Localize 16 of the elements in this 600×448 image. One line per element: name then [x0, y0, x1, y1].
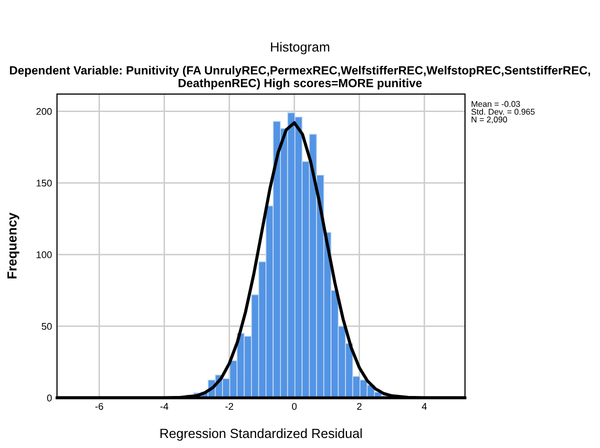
y-tick-label: 50 — [42, 322, 52, 330]
x-tick-label: 0 — [292, 402, 297, 410]
x-tick-label: -6 — [95, 402, 104, 410]
y-axis-title: Frequency — [7, 212, 20, 278]
y-tick-label: 100 — [36, 251, 52, 258]
x-tick-label: -4 — [160, 403, 168, 410]
chart-title: Histogram — [271, 42, 330, 54]
y-tick-label: 0 — [47, 394, 52, 402]
y-tick-label: 150 — [36, 180, 52, 187]
y-tick-label: 200 — [36, 108, 52, 115]
text: Mean = -0.03 Std. Dev. = 0.965 N = 2,090 — [471, 101, 535, 124]
x-tick-label: 4 — [422, 403, 427, 410]
x-axis-title: Regression Standardized Residual — [160, 428, 362, 441]
chart-subtitle: Dependent Variable: Punitivity (FA UnrulyREC,PermexREC,WelfstifferREC,WelfstopREC,SentstifferREC, DeathpenREC) High scores=MORE punitive — [10, 66, 590, 90]
x-tick-label: 2 — [357, 402, 362, 410]
x-tick-label: -2 — [225, 402, 234, 410]
